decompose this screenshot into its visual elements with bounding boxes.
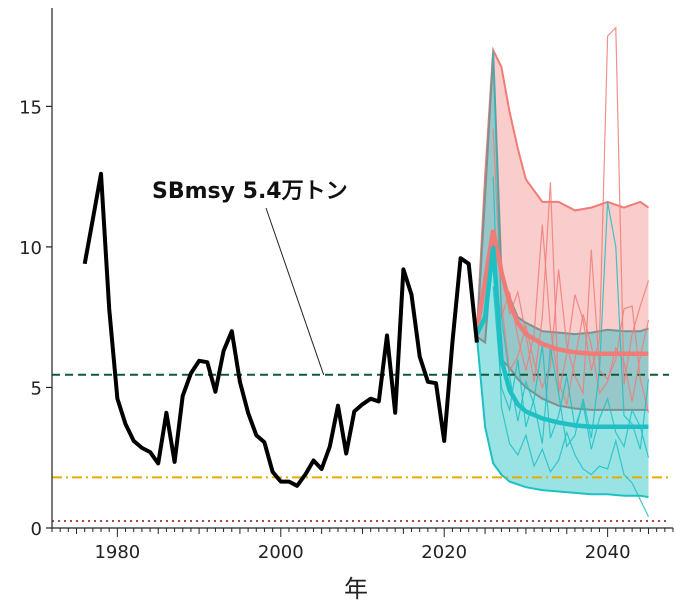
series-lines (82, 171, 649, 488)
sample-trace-5 (492, 176, 650, 518)
scenario-a-upper-line (475, 46, 650, 332)
x-axis-title: 年 (344, 575, 368, 603)
reference-lines (52, 373, 669, 522)
historical-line (82, 171, 479, 488)
sample-trace-6 (492, 286, 650, 458)
y-tick-label: 5 (31, 378, 42, 399)
sample-trace-3 (492, 224, 650, 407)
axes: 0 5 10 15 1980 2000 2020 2040 (19, 8, 674, 563)
x-tick-label: 2040 (585, 542, 631, 563)
y-tick-label: 10 (19, 238, 42, 259)
scenario-b-band (476, 53, 649, 498)
x-tick-label: 1980 (94, 542, 140, 563)
y-tick-label: 0 (31, 519, 42, 540)
y-tick-label: 15 (19, 97, 42, 118)
x-tick-label: 2000 (258, 542, 304, 563)
sample-trace-2 (492, 128, 650, 413)
annotation-label: SBmsy 5.4万トン (152, 179, 348, 204)
sample-trace-1 (492, 26, 650, 394)
sample-traces (492, 26, 650, 518)
x-tick-label: 2020 (421, 542, 467, 563)
scenario-b-median-line (474, 246, 649, 430)
scenario-a-median-line (474, 229, 649, 356)
annotation-leader-line (265, 207, 325, 375)
sample-trace-4 (492, 50, 650, 450)
scenario-a-band (476, 50, 649, 410)
scenario-b-lower-line (475, 336, 649, 499)
uncertainty-bands (475, 46, 650, 499)
